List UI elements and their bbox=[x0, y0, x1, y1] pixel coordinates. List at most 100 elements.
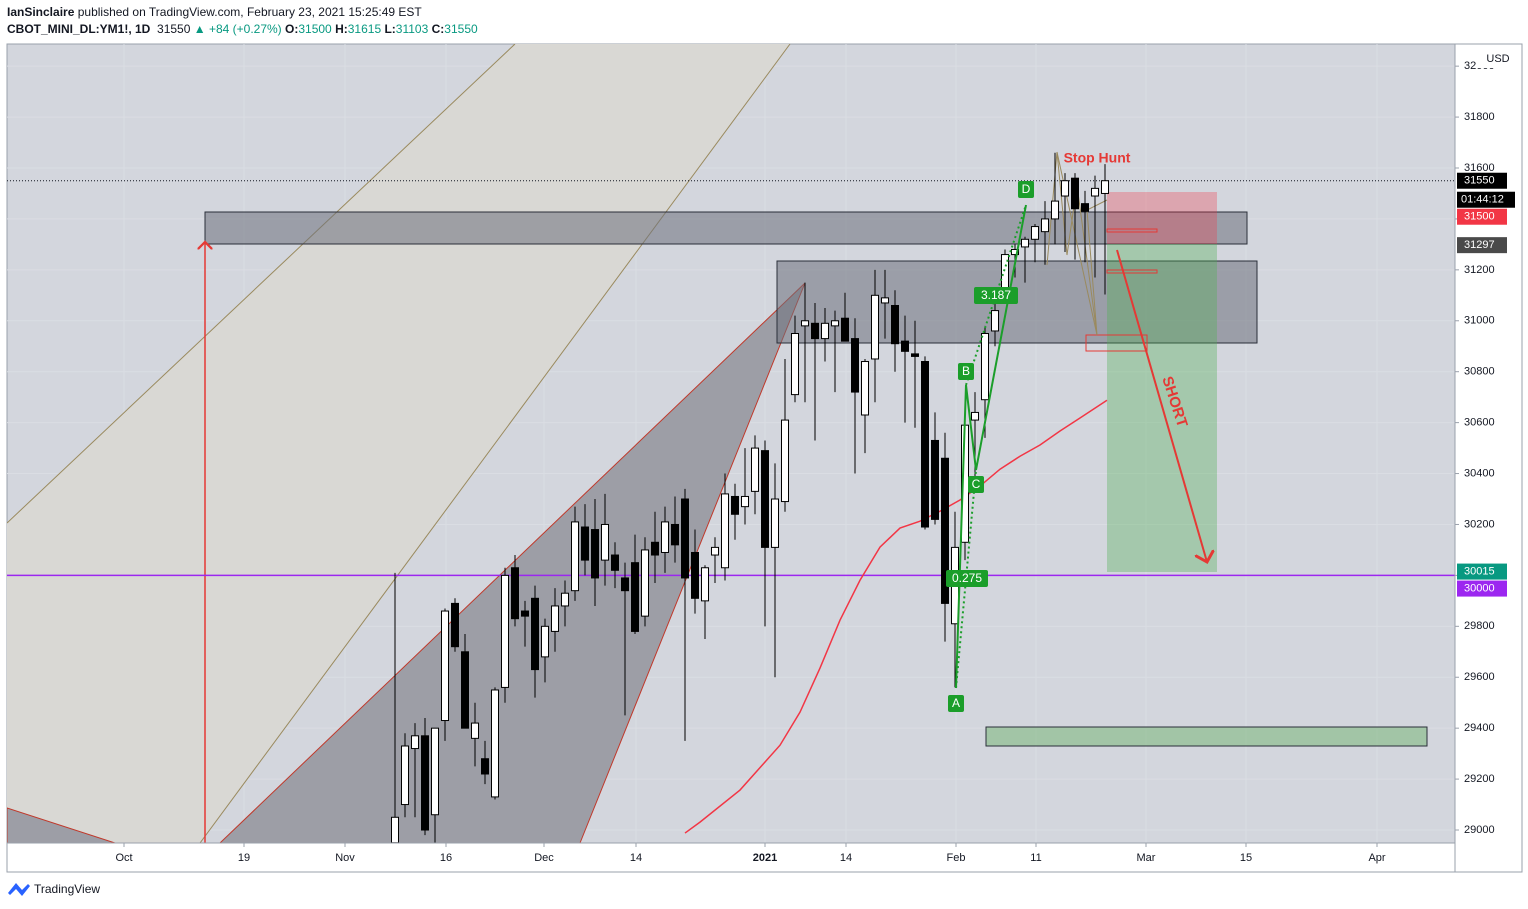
candle-body bbox=[511, 567, 519, 620]
marker-box bbox=[1106, 228, 1158, 233]
publisher-line: IanSinclaire published on TradingView.co… bbox=[7, 5, 422, 19]
y-tick-label: 29600 bbox=[1464, 671, 1495, 683]
candle-body bbox=[891, 304, 899, 345]
y-tick-label: 29800 bbox=[1464, 620, 1495, 632]
y-tick-label: 29200 bbox=[1464, 773, 1495, 785]
countdown-box bbox=[1457, 191, 1515, 208]
drawings bbox=[7, 44, 1428, 843]
ratio-box bbox=[974, 287, 1018, 304]
candle-body bbox=[551, 605, 559, 632]
countdown: 01:44:12 bbox=[1461, 194, 1504, 206]
point-box bbox=[958, 363, 974, 380]
candle-body bbox=[691, 551, 699, 599]
candle-body bbox=[1071, 177, 1079, 210]
y-tick-label: 30800 bbox=[1464, 366, 1495, 378]
brand: TradingView bbox=[34, 882, 100, 896]
candle-body bbox=[471, 722, 479, 739]
candle-body bbox=[411, 735, 419, 750]
candle-body bbox=[571, 521, 579, 592]
candle-body bbox=[431, 727, 439, 816]
candle-body bbox=[911, 353, 919, 357]
candle-body bbox=[481, 758, 489, 775]
candle-body bbox=[731, 495, 739, 515]
marker-box bbox=[1106, 269, 1158, 274]
candle-body bbox=[451, 602, 459, 648]
last: 31550 bbox=[157, 22, 191, 36]
ratio-label: 0.275 bbox=[952, 571, 982, 585]
candle-body bbox=[871, 294, 879, 360]
candle-body bbox=[641, 549, 649, 617]
candle-body bbox=[561, 592, 569, 607]
x-tick-label: 14 bbox=[630, 852, 642, 864]
candle-body bbox=[391, 816, 399, 843]
logo-icon bbox=[8, 883, 30, 896]
candle-body bbox=[851, 338, 859, 393]
price-tag-label: 30000 bbox=[1464, 582, 1495, 594]
ohlc-label: O: bbox=[285, 22, 299, 36]
y-tick-label: 30400 bbox=[1464, 467, 1495, 479]
currency: USD bbox=[1486, 53, 1509, 65]
y-tick-label: 31000 bbox=[1464, 315, 1495, 327]
candle-body bbox=[1081, 203, 1089, 212]
x-tick-label: Apr bbox=[1368, 852, 1385, 864]
candle-body bbox=[841, 317, 849, 342]
candle-body bbox=[781, 419, 789, 503]
change: ▲ +84 (+0.27%) bbox=[193, 22, 282, 36]
x-tick-label: 16 bbox=[440, 852, 452, 864]
candle-body bbox=[501, 574, 509, 688]
candle-body bbox=[461, 651, 469, 729]
candle-body bbox=[821, 322, 829, 340]
candle-body bbox=[881, 297, 889, 304]
y-tick-label: 29400 bbox=[1464, 722, 1495, 734]
demand-zone bbox=[985, 726, 1428, 747]
short-arrow bbox=[1116, 249, 1207, 562]
ratio-line bbox=[955, 469, 977, 689]
author: IanSinclaire bbox=[7, 5, 75, 19]
candle-body bbox=[711, 546, 719, 556]
ohlc-value: 31500 bbox=[298, 22, 332, 36]
candle-body bbox=[991, 310, 999, 332]
candle-body bbox=[661, 521, 669, 553]
ratio-box bbox=[946, 570, 988, 587]
candle-body bbox=[421, 735, 429, 831]
xabcd-line bbox=[955, 204, 1027, 689]
price-tag bbox=[1457, 237, 1507, 254]
ohlc-value: 31615 bbox=[347, 22, 382, 36]
candle-body bbox=[521, 610, 529, 617]
symbol-line: CBOT_MINI_DL:YM1!, 1D 31550 ▲ +84 (+0.27… bbox=[7, 22, 478, 36]
candle-body bbox=[491, 689, 499, 798]
x-tick-label: 19 bbox=[238, 852, 250, 864]
candle-body bbox=[651, 541, 659, 556]
stop-hunt-label: Stop Hunt bbox=[1064, 150, 1131, 166]
candle-body bbox=[761, 450, 769, 548]
candle-body bbox=[701, 567, 709, 602]
candle-body bbox=[801, 320, 809, 327]
time-axis bbox=[6, 842, 1456, 873]
candle-body bbox=[901, 340, 909, 352]
candle-body bbox=[921, 361, 929, 528]
price-tag-label: 31550 bbox=[1464, 175, 1495, 187]
moving-average bbox=[684, 399, 1108, 834]
x-tick-label: Dec bbox=[534, 852, 554, 864]
candle-body bbox=[1061, 180, 1069, 197]
candle-body bbox=[1101, 180, 1109, 194]
candle-body bbox=[671, 523, 679, 546]
candle-body bbox=[541, 625, 549, 658]
price-tag bbox=[1457, 172, 1507, 189]
ohlc-label: L: bbox=[384, 22, 396, 36]
candle-body bbox=[721, 493, 729, 569]
price-tag-label: 30015 bbox=[1464, 565, 1495, 577]
candle-body bbox=[621, 577, 629, 592]
wedge bbox=[7, 807, 116, 843]
x-tick-label: Mar bbox=[1137, 852, 1156, 864]
candle-body bbox=[941, 457, 949, 604]
published: published on TradingView.com, February 2… bbox=[77, 5, 422, 19]
point-box bbox=[1018, 181, 1034, 198]
price-tag-label: 31297 bbox=[1464, 239, 1495, 251]
ratio-label: 3.187 bbox=[981, 288, 1011, 302]
point-label: A bbox=[952, 696, 960, 710]
y-tick-label: 30200 bbox=[1464, 518, 1495, 530]
point-label: C bbox=[972, 477, 981, 491]
